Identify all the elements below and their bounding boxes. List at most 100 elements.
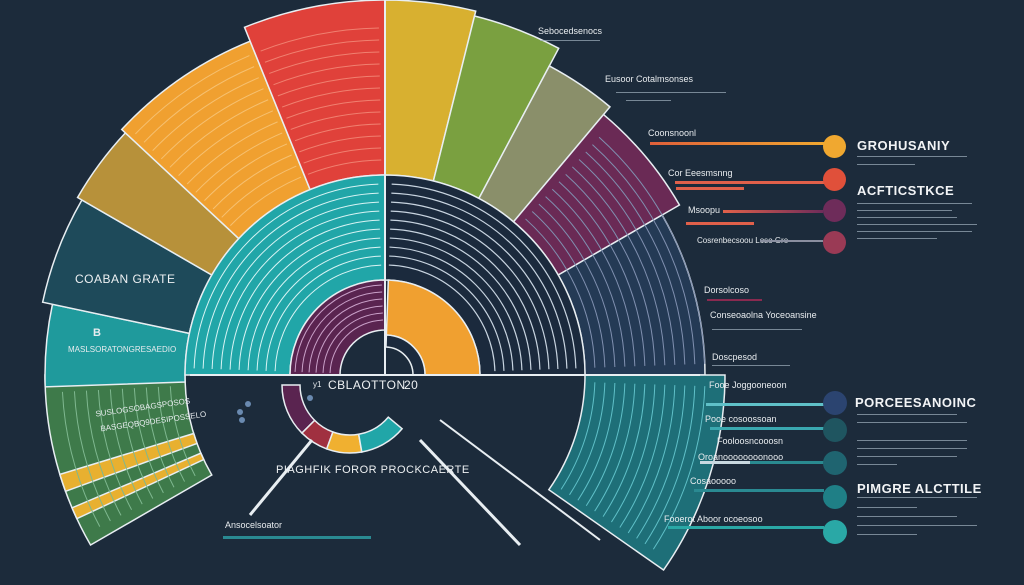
pointer-line bbox=[418, 438, 522, 547]
stripe bbox=[85, 390, 122, 516]
stripe bbox=[160, 88, 264, 160]
lower-dot-4 bbox=[823, 485, 847, 509]
lower-dot-2 bbox=[823, 418, 847, 442]
text-line bbox=[857, 456, 957, 457]
lower-label-1: Fooe Joggooneoon bbox=[709, 380, 787, 390]
stripe bbox=[73, 391, 111, 522]
mini-ring-yellow bbox=[325, 431, 363, 454]
heading-pimgre-alcttile: PIMGRE ALCTTILE bbox=[857, 481, 982, 496]
ring-line bbox=[329, 319, 384, 374]
stripe bbox=[294, 123, 381, 142]
stripe bbox=[157, 386, 186, 482]
mini-ring-teal bbox=[357, 416, 404, 453]
stripe bbox=[290, 111, 381, 130]
ring-line bbox=[294, 284, 382, 372]
legend-bar-2b bbox=[676, 187, 744, 190]
heading-acfticstkce: ACFTICSTKCE bbox=[857, 183, 955, 198]
stripe bbox=[269, 51, 380, 74]
legend-label-4: Cosrenbecsoou Loso Gre bbox=[697, 236, 789, 245]
ring-line bbox=[391, 192, 568, 369]
legend-dot-2 bbox=[823, 168, 846, 191]
legend-dot-1 bbox=[823, 135, 846, 158]
legend-bar-2 bbox=[675, 181, 825, 184]
lower-label-4: Oroanoooooooonooo bbox=[698, 452, 784, 462]
ring-line bbox=[229, 219, 380, 370]
ring-line bbox=[238, 228, 380, 370]
lower-bar-1 bbox=[706, 403, 826, 406]
lower-label-3: Fooloosncooosn bbox=[717, 436, 784, 446]
ring-line bbox=[389, 255, 505, 371]
stripe bbox=[585, 383, 626, 506]
text-line bbox=[857, 507, 917, 508]
heading-groupsany: GROHUSANIY bbox=[857, 138, 951, 153]
stripe bbox=[61, 391, 101, 527]
text-line bbox=[857, 440, 967, 441]
lower-dot-3 bbox=[823, 451, 847, 475]
stripe bbox=[169, 386, 196, 477]
text-line bbox=[857, 497, 977, 498]
ring-line bbox=[389, 237, 523, 371]
lower-bar-3 bbox=[700, 461, 825, 464]
text-line bbox=[857, 422, 967, 423]
stripe bbox=[545, 196, 626, 367]
stripe bbox=[636, 385, 686, 539]
data-dot bbox=[307, 395, 313, 401]
stripe bbox=[585, 151, 686, 365]
stripe bbox=[97, 389, 133, 510]
ring-line bbox=[308, 298, 383, 373]
stripe bbox=[538, 203, 616, 367]
center-number: 20 bbox=[404, 378, 419, 392]
stripe bbox=[286, 99, 381, 119]
stripe bbox=[143, 66, 255, 143]
second-top-label: Eusoor Cotalmsonses bbox=[605, 74, 694, 84]
stripe bbox=[260, 27, 379, 52]
text-line bbox=[712, 365, 790, 366]
stripe bbox=[644, 385, 696, 545]
ring-line bbox=[220, 210, 380, 370]
text-line bbox=[857, 238, 937, 239]
segment-yellow-strip bbox=[58, 432, 199, 493]
legend-dot-3 bbox=[823, 199, 846, 222]
ring-core bbox=[385, 334, 426, 376]
text-line bbox=[857, 448, 967, 449]
stripe bbox=[145, 387, 175, 488]
text-line bbox=[857, 164, 915, 165]
legend-bar-4 bbox=[760, 240, 823, 242]
ring-line bbox=[315, 305, 383, 373]
ring-line bbox=[391, 201, 559, 369]
stripe bbox=[560, 382, 596, 490]
middle-bar-1 bbox=[707, 299, 762, 301]
text-line bbox=[857, 210, 952, 211]
stripe bbox=[565, 173, 656, 366]
text-line bbox=[857, 516, 957, 517]
lower-bar-4 bbox=[694, 489, 824, 492]
stripe bbox=[592, 144, 696, 365]
ring-line bbox=[193, 183, 379, 369]
lower-bar-2 bbox=[710, 427, 825, 430]
stripe bbox=[594, 383, 636, 512]
text-line bbox=[857, 464, 897, 465]
text-line bbox=[857, 534, 917, 535]
ring-line bbox=[390, 210, 550, 370]
legend-bar-3b bbox=[686, 222, 754, 225]
ring-line bbox=[256, 246, 381, 371]
legend-label-1: Coonsnoonl bbox=[648, 128, 697, 138]
lower-dot-5 bbox=[823, 520, 847, 544]
text-line bbox=[857, 525, 977, 526]
lower-label-6: Fooerot Aboor ocoeosoo bbox=[664, 514, 763, 524]
pointer-line bbox=[248, 439, 314, 516]
text-line bbox=[857, 217, 957, 218]
heading-porceesanoinc: PORCEESANOINC bbox=[855, 395, 977, 410]
stripe bbox=[299, 135, 381, 153]
center-prefix: ​у1 bbox=[313, 380, 322, 389]
ring-line bbox=[322, 312, 383, 373]
stripe bbox=[229, 176, 302, 226]
ring-line bbox=[265, 255, 381, 371]
stripe bbox=[281, 87, 380, 108]
stripe bbox=[598, 136, 706, 364]
lower-label-2: Pooe cosoossoan bbox=[705, 414, 777, 424]
stripe bbox=[551, 188, 636, 367]
stripe bbox=[178, 110, 274, 176]
text-line bbox=[857, 203, 972, 204]
ring-line bbox=[211, 201, 379, 369]
